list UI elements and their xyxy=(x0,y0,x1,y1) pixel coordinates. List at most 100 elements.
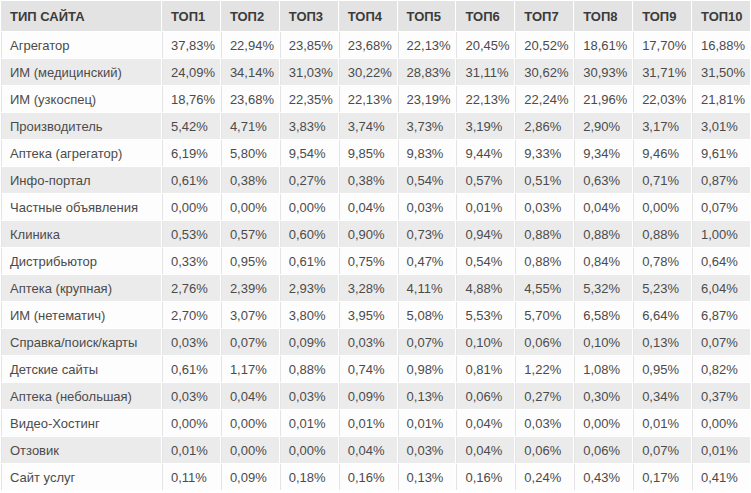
value-cell: 0,04% xyxy=(456,437,514,463)
value-cell: 0,54% xyxy=(398,167,456,193)
value-cell: 0,07% xyxy=(221,329,279,355)
value-cell: 21,81% xyxy=(692,86,750,112)
value-cell: 0,43% xyxy=(574,464,632,490)
value-cell: 3,80% xyxy=(280,302,338,328)
value-cell: 5,53% xyxy=(456,302,514,328)
table-row: Справка/поиск/карты0,03%0,07%0,09%0,03%0… xyxy=(1,329,750,355)
value-cell: 31,03% xyxy=(280,59,338,85)
value-cell: 0,07% xyxy=(398,329,456,355)
value-cell: 0,00% xyxy=(692,410,750,436)
value-cell: 0,09% xyxy=(280,329,338,355)
value-cell: 0,07% xyxy=(692,329,750,355)
value-cell: 0,57% xyxy=(221,221,279,247)
value-cell: 0,10% xyxy=(574,329,632,355)
row-label: Аптека (небольшая) xyxy=(1,383,161,409)
column-header-top1: ТОП1 xyxy=(162,1,220,31)
value-cell: 0,54% xyxy=(456,248,514,274)
value-cell: 3,01% xyxy=(692,113,750,139)
value-cell: 9,61% xyxy=(692,140,750,166)
value-cell: 9,33% xyxy=(515,140,573,166)
value-cell: 3,74% xyxy=(339,113,397,139)
value-cell: 5,32% xyxy=(574,275,632,301)
value-cell: 2,93% xyxy=(280,275,338,301)
value-cell: 6,58% xyxy=(574,302,632,328)
row-label: Частные объявления xyxy=(1,194,161,220)
value-cell: 0,04% xyxy=(339,437,397,463)
value-cell: 18,76% xyxy=(162,86,220,112)
value-cell: 0,00% xyxy=(280,437,338,463)
value-cell: 0,71% xyxy=(633,167,691,193)
value-cell: 0,34% xyxy=(633,383,691,409)
value-cell: 0,00% xyxy=(221,437,279,463)
value-cell: 0,04% xyxy=(339,194,397,220)
value-cell: 0,06% xyxy=(456,383,514,409)
value-cell: 3,28% xyxy=(339,275,397,301)
value-cell: 0,04% xyxy=(574,194,632,220)
value-cell: 1,08% xyxy=(574,356,632,382)
row-label: Детские сайты xyxy=(1,356,161,382)
row-label: ИМ (нетематич) xyxy=(1,302,161,328)
value-cell: 0,82% xyxy=(692,356,750,382)
value-cell: 6,19% xyxy=(162,140,220,166)
value-cell: 21,96% xyxy=(574,86,632,112)
value-cell: 0,00% xyxy=(162,410,220,436)
row-label: ИМ (узкоспец) xyxy=(1,86,161,112)
value-cell: 22,03% xyxy=(633,86,691,112)
value-cell: 28,83% xyxy=(398,59,456,85)
value-cell: 0,88% xyxy=(280,356,338,382)
value-cell: 0,64% xyxy=(692,248,750,274)
value-cell: 0,60% xyxy=(280,221,338,247)
row-label: Аптека (агрегатор) xyxy=(1,140,161,166)
value-cell: 0,13% xyxy=(633,329,691,355)
value-cell: 0,01% xyxy=(398,410,456,436)
value-cell: 0,95% xyxy=(221,248,279,274)
row-label: Агрегатор xyxy=(1,32,161,58)
site-type-top-table: ТИП САЙТАТОП1ТОП2ТОП3ТОП4ТОП5ТОП6ТОП7ТОП… xyxy=(0,0,751,491)
value-cell: 16,88% xyxy=(692,32,750,58)
value-cell: 0,06% xyxy=(515,437,573,463)
value-cell: 0,88% xyxy=(574,221,632,247)
value-cell: 0,16% xyxy=(456,464,514,490)
value-cell: 3,17% xyxy=(633,113,691,139)
column-header-top10: ТОП10 xyxy=(692,1,750,31)
value-cell: 0,01% xyxy=(339,410,397,436)
table-row: Агрегатор37,83%22,94%23,85%23,68%22,13%2… xyxy=(1,32,750,58)
value-cell: 31,11% xyxy=(456,59,514,85)
value-cell: 30,62% xyxy=(515,59,573,85)
value-cell: 9,83% xyxy=(398,140,456,166)
table-row: Производитель5,42%4,71%3,83%3,74%3,73%3,… xyxy=(1,113,750,139)
site-type-top-table-container: ТИП САЙТАТОП1ТОП2ТОП3ТОП4ТОП5ТОП6ТОП7ТОП… xyxy=(0,0,751,493)
value-cell: 5,23% xyxy=(633,275,691,301)
table-row: Видео-Хостинг0,00%0,00%0,01%0,01%0,01%0,… xyxy=(1,410,750,436)
value-cell: 0,88% xyxy=(515,221,573,247)
value-cell: 0,75% xyxy=(339,248,397,274)
value-cell: 22,13% xyxy=(398,32,456,58)
value-cell: 0,09% xyxy=(339,383,397,409)
value-cell: 0,84% xyxy=(574,248,632,274)
value-cell: 0,00% xyxy=(162,194,220,220)
value-cell: 0,95% xyxy=(633,356,691,382)
value-cell: 0,57% xyxy=(456,167,514,193)
value-cell: 0,61% xyxy=(162,356,220,382)
table-header-row: ТИП САЙТАТОП1ТОП2ТОП3ТОП4ТОП5ТОП6ТОП7ТОП… xyxy=(1,1,750,31)
row-label: Справка/поиск/карты xyxy=(1,329,161,355)
value-cell: 5,42% xyxy=(162,113,220,139)
column-header-top5: ТОП5 xyxy=(398,1,456,31)
value-cell: 0,38% xyxy=(221,167,279,193)
value-cell: 22,13% xyxy=(456,86,514,112)
column-header-top6: ТОП6 xyxy=(456,1,514,31)
value-cell: 1,00% xyxy=(692,221,750,247)
table-row: ИМ (медицинский)24,09%34,14%31,03%30,22%… xyxy=(1,59,750,85)
value-cell: 0,01% xyxy=(692,437,750,463)
value-cell: 0,03% xyxy=(515,194,573,220)
table-row: Сайт услуг0,11%0,09%0,18%0,16%0,13%0,16%… xyxy=(1,464,750,490)
table-row: Отзовик0,01%0,00%0,00%0,04%0,03%0,04%0,0… xyxy=(1,437,750,463)
row-label: Отзовик xyxy=(1,437,161,463)
value-cell: 0,03% xyxy=(162,329,220,355)
value-cell: 0,27% xyxy=(280,167,338,193)
value-cell: 0,98% xyxy=(398,356,456,382)
value-cell: 31,50% xyxy=(692,59,750,85)
value-cell: 1,22% xyxy=(515,356,573,382)
row-label: Аптека (крупная) xyxy=(1,275,161,301)
value-cell: 22,24% xyxy=(515,86,573,112)
